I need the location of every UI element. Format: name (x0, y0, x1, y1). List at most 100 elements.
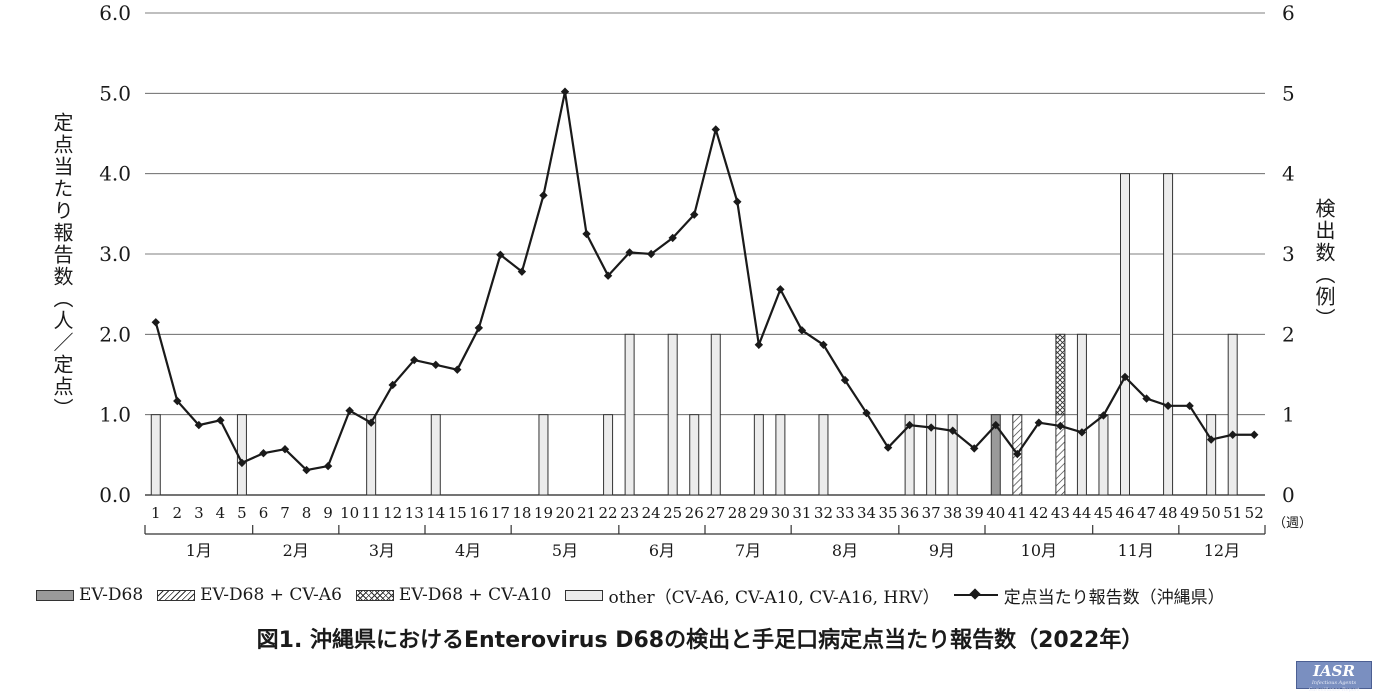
iasr-logo-subtext: Infectious Agents Surveillance Report (1308, 680, 1360, 693)
bar-other-cv-a6-cv-a10-cv-a16-hrv-w23 (624, 333, 635, 496)
bar-other-cv-a6-cv-a10-cv-a16-hrv-w22 (603, 414, 614, 496)
bar-ev-d68-cv-a10-w43 (1055, 333, 1066, 416)
legend-item-ev-d68: EV-D68 (36, 585, 143, 605)
line-point-w35 (883, 443, 893, 452)
y-axes: 0.0 1.0 2.0 3.0 4.0 5.0 6.0 0 1 2 3 4 5 6 (99, 1, 1295, 507)
line-point-w38 (948, 426, 957, 435)
line-point-w20 (560, 87, 570, 96)
bar-other-cv-a6-cv-a10-cv-a16-hrv-w46 (1120, 173, 1130, 496)
x-axis: 1 2 3 4 5 6 7 8 9 10 11 12 13 14 15 16 17 18 19 20 21 22 23 24 2… (144, 504, 1312, 560)
y-left-tick-label: 6.0 (99, 1, 131, 25)
line-point-w3 (194, 420, 204, 430)
x-tick-label: 50 (1202, 504, 1221, 522)
x-tick-label: 2 (173, 504, 183, 522)
line-point-w43 (1056, 421, 1065, 431)
y-right-tick-label: 5 (1282, 81, 1295, 105)
line-point-w51 (1228, 430, 1237, 439)
line-point-w15 (453, 365, 462, 374)
y-left-tick-label: 4.0 (99, 162, 131, 186)
legend-item-line: 定点当たり報告数（沖縄県） (953, 583, 1225, 608)
x-tick-label: 34 (857, 504, 876, 522)
bar-other-cv-a6-cv-a10-cv-a16-hrv-w29 (753, 414, 764, 496)
x-tick-label: 12 (383, 504, 402, 522)
bar-series (150, 173, 1238, 496)
line-point-w30 (776, 285, 785, 294)
y-left-tick-label: 3.0 (99, 242, 131, 266)
x-tick-label: 17 (491, 504, 510, 522)
line-point-w16 (474, 323, 484, 333)
x-tick-label: 3 (194, 504, 204, 522)
line-point-w37 (926, 423, 936, 432)
x-tick-label: 9 (323, 504, 333, 522)
x-tick-label: 22 (599, 504, 618, 522)
line-point-w29 (754, 340, 764, 349)
iasr-logo-text: IASR (1313, 662, 1355, 680)
line-point-w34 (862, 408, 871, 418)
x-tick-label: 19 (534, 504, 553, 522)
x-tick-label: 13 (405, 504, 424, 522)
line-point-w49 (1185, 401, 1194, 411)
x-tick-label: 25 (663, 504, 682, 522)
x-tick-label: 28 (728, 504, 747, 522)
line-point-w10 (345, 406, 354, 415)
bar-other-cv-a6-cv-a10-cv-a16-hrv-w30 (775, 414, 786, 496)
legend: EV-D68 EV-D68 + CV-A6 EV-D68 + CV-A10 ot… (36, 583, 1376, 608)
x-tick-label: 39 (965, 504, 984, 522)
x-tick-label: 24 (642, 504, 661, 522)
month-label: 6月 (649, 541, 675, 560)
legend-swatch-other (565, 589, 604, 601)
line-point-w48 (1163, 401, 1173, 411)
x-tick-label: 16 (469, 504, 488, 522)
x-tick-label: 11 (362, 504, 381, 522)
x-tick-label: 40 (986, 504, 1005, 522)
line-point-w7 (280, 445, 290, 454)
line-point-w26 (690, 210, 699, 219)
y-right-tick-label: 6 (1282, 1, 1295, 25)
month-label: 9月 (929, 541, 955, 560)
legend-swatch-ev-d68 (36, 589, 74, 601)
line-point-w6 (259, 449, 268, 458)
month-label: 8月 (832, 541, 858, 560)
y-right-tick-label: 1 (1282, 403, 1295, 427)
month-label: 4月 (455, 541, 481, 560)
line-point-w39 (970, 444, 979, 453)
x-tick-label: 21 (577, 504, 596, 522)
line-point-w19 (539, 191, 548, 200)
x-tick-label: 27 (706, 504, 725, 522)
month-label: 11月 (1118, 541, 1154, 560)
x-tick-label: 26 (685, 504, 704, 522)
line-point-w31 (797, 326, 807, 335)
x-tick-label: 14 (426, 504, 445, 522)
y-right-tick-label: 2 (1282, 322, 1295, 346)
legend-label-other: other（CV-A6, CV-A10, CV-A16, HRV） (608, 587, 940, 608)
line-point-w12 (388, 380, 397, 390)
bar-other-cv-a6-cv-a10-cv-a16-hrv-w1 (150, 414, 161, 496)
line-point-w47 (1142, 394, 1151, 403)
line-point-w22 (603, 271, 613, 280)
y-right-tick-label: 0 (1282, 483, 1295, 507)
x-tick-label: 6 (259, 504, 269, 522)
bar-other-cv-a6-cv-a10-cv-a16-hrv-w51 (1227, 333, 1238, 496)
month-label: 12月 (1204, 541, 1240, 560)
month-label: 2月 (283, 541, 309, 560)
legend-swatch-ev-d68-cva10 (355, 589, 394, 601)
x-axis-unit: （週） (1273, 516, 1312, 531)
x-tick-label: 10 (340, 504, 359, 522)
line-point-w1 (151, 318, 160, 327)
line-point-w5 (237, 458, 247, 468)
line-point-w8 (302, 465, 311, 475)
x-tick-label: 37 (922, 504, 941, 522)
bar-other-cv-a6-cv-a10-cv-a16-hrv-w36 (904, 414, 915, 496)
line-point-w9 (323, 461, 333, 471)
report-rate-line (154, 91, 1255, 472)
bar-other-cv-a6-cv-a10-cv-a16-hrv-w48 (1163, 173, 1174, 496)
x-tick-label: 52 (1245, 504, 1264, 522)
line-point-w13 (410, 355, 419, 365)
x-tick-label: 45 (1094, 504, 1113, 522)
line-point-w11 (366, 418, 376, 427)
x-tick-label: 7 (280, 504, 290, 522)
chart-svg: 1 2 3 4 5 6 7 8 9 10 11 12 13 14 15 16 17 18 19 20 21 22 23 24 2… (99, 1, 1312, 560)
line-point-w23 (625, 248, 634, 257)
bar-other-cv-a6-cv-a10-cv-a16-hrv-w26 (689, 414, 700, 496)
y-right-tick-label: 4 (1282, 162, 1295, 186)
